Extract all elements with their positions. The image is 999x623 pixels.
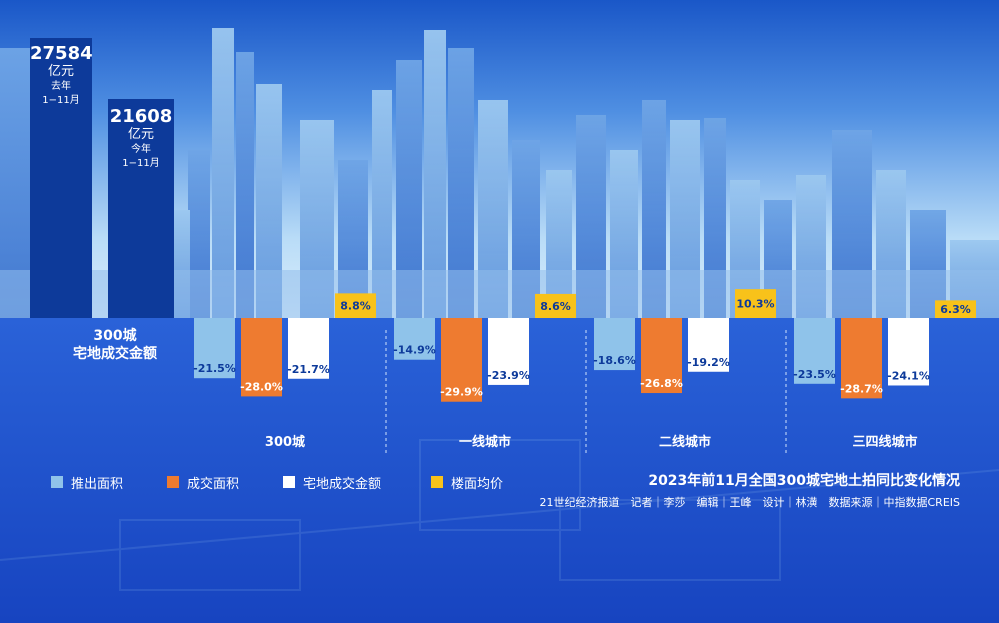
bar-0-2 [594,318,635,371]
total-last-year-value: 27584 [30,43,93,64]
legend-swatch [167,476,179,488]
bar-3-2 [735,289,776,318]
total-this-year-value: 21608 [109,106,173,127]
data-label-3-0: 8.8% [340,300,371,313]
bar-1-2 [641,318,682,394]
bar-1-0 [241,318,282,397]
legend-item-deal-amount: 宅地成交金额 [283,474,382,492]
left-label-line1: 300城 [93,328,137,344]
bar-1-3 [841,318,882,399]
data-label-0-3: -23.5% [793,368,836,381]
data-label-3-2: 10.3% [736,298,774,311]
category-label-1: 一线城市 [459,434,511,450]
data-label-2-1: -23.9% [487,369,530,382]
bar-1-1 [441,318,482,402]
legend-item-avg-price: 楼面均价 [431,474,504,492]
bar-2-3 [888,318,929,386]
city-skyline [0,28,999,318]
data-label-0-1: -14.9% [393,344,436,357]
data-label-2-2: -19.2% [687,356,730,369]
total-last-year-box: 27584 亿元 去年 1−11月 [30,38,93,318]
chart-title: 2023年前11月全国300城宅地土拍同比变化情况 [648,473,960,489]
category-label-3: 三四线城市 [852,434,917,450]
legend-item-deal-area: 成交面积 [167,474,240,492]
data-label-2-3: -24.1% [887,369,930,382]
total-this-year-box: 21608 亿元 今年 1−11月 [108,99,174,318]
bar-3-1 [535,293,576,318]
data-label-1-3: -28.7% [840,382,883,395]
total-last-year-unit: 亿元 [47,64,74,79]
bar-2-1 [488,318,529,385]
left-label: 300城 宅地成交金额 [40,327,190,363]
data-label-3-1: 8.6% [540,300,571,313]
legend-label: 推出面积 [71,476,124,492]
legend-label: 成交面积 [187,476,240,492]
legend-item-push-area: 推出面积 [51,474,124,492]
data-label-1-2: -26.8% [640,377,683,390]
lower-decor [0,439,999,591]
bar-2-2 [688,318,729,372]
category-label-2: 二线城市 [659,434,711,450]
credits: 21世纪经济报道 记者｜李莎 编辑｜王峰 设计｜林潢 数据来源｜中指数据CREI… [539,496,961,509]
bar-0-1 [394,318,435,360]
left-label-line2: 宅地成交金额 [73,346,157,362]
total-this-year-unit: 亿元 [127,127,154,142]
legend-label: 楼面均价 [451,476,504,492]
data-label-0-2: -18.6% [593,354,636,367]
total-last-year-period-line1: 去年 [51,81,71,92]
legend-swatch [431,476,443,488]
legend-swatch [51,476,63,488]
total-this-year-period-line2: 1−11月 [122,158,160,169]
data-label-2-0: -21.7% [287,363,330,376]
bar-3-3 [935,300,976,318]
bar-0-0 [194,318,235,379]
legend-swatch [283,476,295,488]
data-label-3-3: 6.3% [940,303,971,316]
total-this-year-period-line1: 今年 [131,144,151,155]
data-label-1-0: -28.0% [240,380,283,393]
total-last-year-period-line2: 1−11月 [42,95,80,106]
bar-0-3 [794,318,835,384]
legend-label: 宅地成交金额 [303,476,382,492]
bar-2-0 [288,318,329,379]
data-label-0-0: -21.5% [193,362,236,375]
bar-3-0 [335,293,376,318]
data-label-1-1: -29.9% [440,386,483,399]
chart-marks: -21.5% -28.0% -21.7% 8.8% 300城 -14.9% -29.9% -2… [193,289,976,450]
category-label-0: 300城 [265,434,305,450]
